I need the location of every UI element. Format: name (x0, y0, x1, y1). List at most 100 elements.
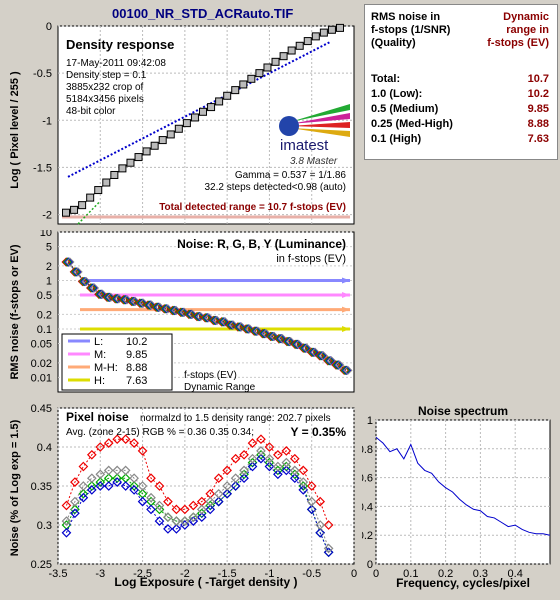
noise-point (228, 320, 239, 330)
noise-point (119, 295, 130, 305)
spectrum-plot-area (375, 419, 551, 565)
noise-point (250, 326, 261, 336)
density-point (336, 23, 344, 32)
density-info-line: 48-bit color (66, 106, 116, 117)
noise-point (294, 339, 304, 350)
summary-row: 0.5 (Medium) 9.85 (371, 103, 549, 116)
spectrum-grid (375, 419, 550, 565)
pixel-point (70, 508, 80, 519)
summary-header-right: Dynamic range in f-stops (EV) (487, 11, 549, 50)
legend-label: L: (94, 336, 103, 348)
noise-point (235, 322, 246, 332)
y-tick-label: -1.5 (33, 162, 52, 174)
noise-chart: 10 5 2 1 0.5 0.2 0.1 0.05 0.02 0.01 Noise: R, G, … (9, 230, 355, 393)
pixel-point (146, 504, 156, 515)
logo-ray (290, 113, 350, 124)
density-point (110, 170, 119, 179)
pixel-point (273, 461, 283, 472)
pixel-point (154, 516, 165, 526)
noise-point (87, 283, 97, 293)
noise-point (220, 317, 230, 327)
noise-point (265, 331, 276, 342)
noise-heading: Noise: R, G, B, Y (Luminance) (177, 237, 346, 251)
noise-point (103, 292, 113, 302)
pixel-point (171, 504, 182, 515)
density-point (231, 86, 240, 95)
pixel-point (222, 465, 232, 476)
x-tick-label: 0.4 (508, 568, 523, 580)
pixel-point (315, 496, 326, 507)
noise-point (258, 328, 269, 339)
noise-point (323, 356, 333, 366)
noise-point (299, 343, 310, 353)
pixel-point (323, 543, 334, 554)
noise-point (73, 267, 83, 277)
noise-point (136, 298, 146, 308)
pixel-point (95, 469, 106, 480)
y-tick-label: 0.01 (31, 372, 52, 384)
density-point (118, 164, 127, 173)
steps-text: 32.2 steps detected<0.98 (auto) (205, 182, 347, 193)
pixel-heading: Pixel noise (66, 410, 129, 424)
noise-point (70, 267, 81, 277)
noise-point (310, 347, 320, 357)
x-tick-label: 0.1 (403, 568, 418, 580)
noise-point (309, 347, 319, 357)
pixel-grid (57, 407, 355, 565)
logo-ray (290, 128, 350, 137)
noise-point (170, 305, 180, 316)
density-point (126, 158, 135, 167)
density-point (271, 57, 280, 66)
y-tick-label: 5 (46, 242, 52, 254)
pixel-point (298, 481, 309, 491)
pixel-point (95, 442, 106, 452)
pixel-point (323, 520, 334, 530)
pixel-point (306, 496, 317, 507)
noise-point (251, 326, 262, 336)
density-ylabel: Log ( Pixel level / 255 ) (9, 71, 21, 189)
noise-point (267, 331, 277, 342)
legend-label: M: (94, 349, 106, 361)
noise-point (326, 356, 337, 366)
density-point (174, 124, 183, 133)
density-y-ticks: 0 -0.5 -1 -1.5 -2 (33, 22, 52, 222)
noise-note: Dynamic Range (184, 382, 256, 393)
noise-point (155, 302, 165, 312)
total-range-text: Total detected range = 10.7 f-stops (EV) (159, 202, 346, 213)
noise-point (334, 360, 345, 370)
summary-header-right-line: Dynamic (503, 11, 549, 23)
density-point (327, 25, 336, 34)
summary-row-label: 0.5 (Medium) (371, 103, 439, 115)
density-point (263, 63, 272, 72)
noise-point (171, 305, 181, 316)
density-point (303, 37, 312, 46)
noise-point (184, 309, 194, 320)
noise-point (111, 294, 122, 304)
pixel-point (120, 434, 131, 445)
density-point (215, 97, 224, 106)
pixel-point (264, 442, 275, 452)
noise-point (62, 257, 73, 267)
pixel-point (86, 481, 97, 491)
noise-point (306, 347, 317, 357)
pixel-point (273, 469, 283, 480)
y-tick-label: 0.2 (362, 530, 373, 542)
pixel-point (154, 504, 165, 515)
legend-items: L: 10.2 M: 9.85 M-H: 8.88 H: 7.63 (68, 336, 147, 387)
noise-point (324, 356, 334, 366)
pixel-point (196, 504, 207, 515)
pixel-line (65, 458, 330, 553)
pixel-point (86, 485, 97, 495)
density-point (86, 193, 95, 202)
pixel-point (213, 473, 224, 484)
density-plot-area (57, 25, 355, 225)
pixel-point (146, 492, 156, 503)
pixel-point (298, 465, 309, 476)
noise-point (86, 283, 96, 293)
pixel-point (281, 457, 292, 468)
fit-tail (77, 200, 101, 225)
density-point (247, 74, 256, 83)
noise-legend: L: 10.2 M: 9.85 M-H: 8.88 H: 7.63 (61, 333, 173, 391)
pixel-point (180, 516, 190, 526)
pixel-point (129, 473, 139, 484)
